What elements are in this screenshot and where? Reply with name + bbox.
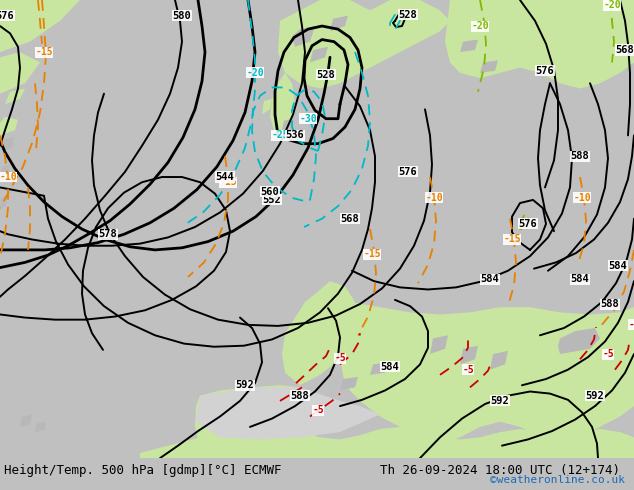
Text: 568: 568 xyxy=(340,214,359,223)
Text: 588: 588 xyxy=(571,151,590,161)
Text: 578: 578 xyxy=(99,229,117,239)
Text: 584: 584 xyxy=(380,362,399,371)
Polygon shape xyxy=(490,351,508,369)
Polygon shape xyxy=(262,99,272,115)
Text: 576: 576 xyxy=(399,167,417,177)
Text: ©weatheronline.co.uk: ©weatheronline.co.uk xyxy=(490,475,625,485)
Text: 588: 588 xyxy=(600,299,619,309)
Text: -5: -5 xyxy=(334,353,346,363)
Text: -5: -5 xyxy=(628,320,634,330)
Polygon shape xyxy=(195,387,380,440)
Polygon shape xyxy=(0,196,8,208)
Polygon shape xyxy=(0,117,18,135)
Text: 576: 576 xyxy=(519,219,538,229)
Text: -15: -15 xyxy=(363,249,381,259)
Polygon shape xyxy=(140,427,634,458)
Polygon shape xyxy=(340,302,634,442)
Text: Height/Temp. 500 hPa [gdmp][°C] ECMWF: Height/Temp. 500 hPa [gdmp][°C] ECMWF xyxy=(4,464,281,477)
Text: 576: 576 xyxy=(536,66,554,76)
Polygon shape xyxy=(430,335,448,354)
Text: 528: 528 xyxy=(316,70,335,80)
Text: 568: 568 xyxy=(616,45,634,55)
Polygon shape xyxy=(20,415,32,427)
Text: -5: -5 xyxy=(462,365,474,375)
Polygon shape xyxy=(282,119,292,130)
Text: -5: -5 xyxy=(312,405,324,415)
Polygon shape xyxy=(292,26,315,47)
Polygon shape xyxy=(278,0,450,89)
Text: -20: -20 xyxy=(246,68,264,78)
Text: 552: 552 xyxy=(262,195,281,205)
Text: -15: -15 xyxy=(36,47,53,57)
Text: 592: 592 xyxy=(586,391,604,401)
Polygon shape xyxy=(370,363,388,375)
Text: -20: -20 xyxy=(471,21,489,31)
Text: -30: -30 xyxy=(299,114,317,123)
Text: -10: -10 xyxy=(573,193,591,203)
Text: 584: 584 xyxy=(609,261,628,270)
Polygon shape xyxy=(0,165,10,177)
Text: -15: -15 xyxy=(503,235,521,245)
Text: 588: 588 xyxy=(290,391,309,401)
Text: 580: 580 xyxy=(172,11,191,21)
Polygon shape xyxy=(2,138,14,151)
Text: 592: 592 xyxy=(491,396,509,406)
Polygon shape xyxy=(0,52,40,94)
Text: -20: -20 xyxy=(603,0,621,10)
Text: 592: 592 xyxy=(236,380,254,390)
Polygon shape xyxy=(5,89,25,104)
Polygon shape xyxy=(270,73,295,135)
Text: 584: 584 xyxy=(571,274,590,284)
Polygon shape xyxy=(310,47,328,63)
Polygon shape xyxy=(460,346,478,365)
Text: -10: -10 xyxy=(425,193,443,203)
Text: 536: 536 xyxy=(286,130,304,140)
Text: 584: 584 xyxy=(481,274,500,284)
Polygon shape xyxy=(460,40,478,52)
Text: -5: -5 xyxy=(602,349,614,359)
Polygon shape xyxy=(330,16,348,31)
Text: 576: 576 xyxy=(0,11,15,21)
Polygon shape xyxy=(445,0,634,89)
Text: 560: 560 xyxy=(261,187,280,196)
Polygon shape xyxy=(558,328,600,354)
Polygon shape xyxy=(195,385,320,458)
Polygon shape xyxy=(282,281,360,385)
Text: 528: 528 xyxy=(399,10,417,20)
Polygon shape xyxy=(480,60,498,73)
Polygon shape xyxy=(0,0,80,52)
Polygon shape xyxy=(340,377,358,391)
Text: -10: -10 xyxy=(0,172,17,182)
Text: Th 26-09-2024 18:00 UTC (12+174): Th 26-09-2024 18:00 UTC (12+174) xyxy=(380,464,620,477)
Text: 544: 544 xyxy=(216,172,235,182)
Text: -15: -15 xyxy=(219,177,237,187)
Polygon shape xyxy=(35,422,46,432)
Text: -25: -25 xyxy=(271,130,289,140)
